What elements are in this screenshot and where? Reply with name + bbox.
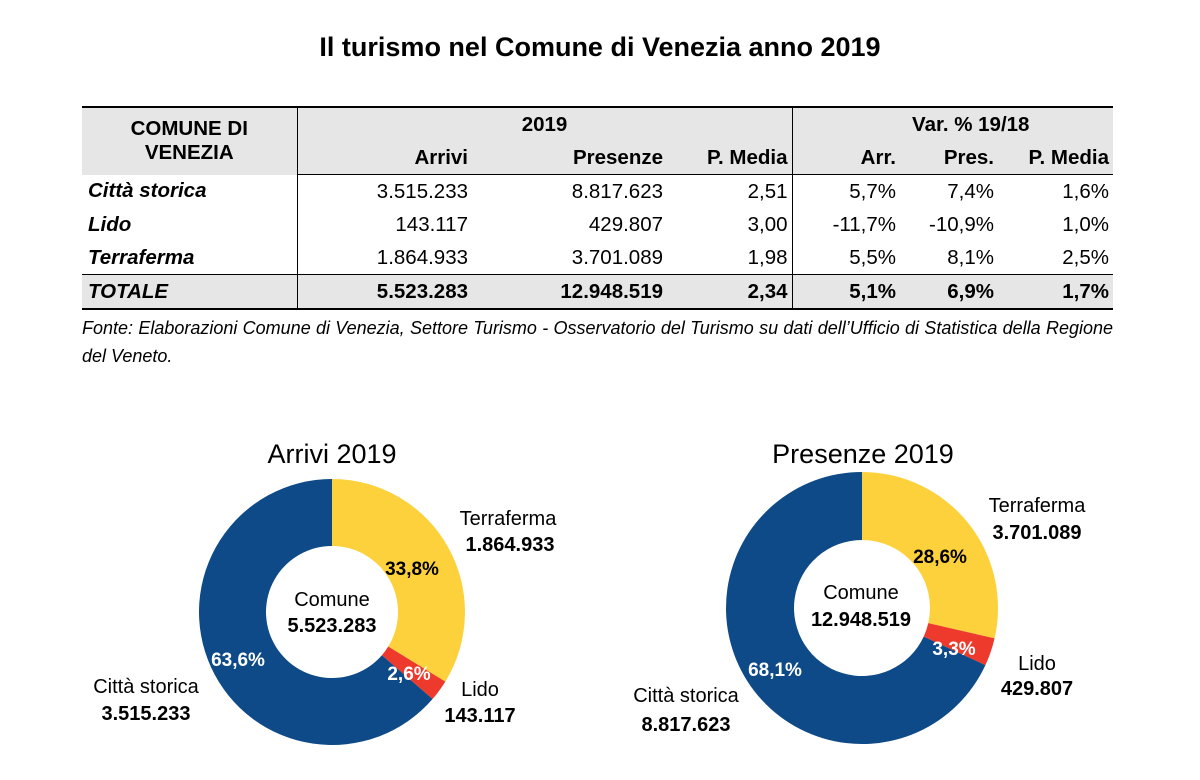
group-header-var: Var. % 19/18 <box>792 106 1113 141</box>
donut-slice-citta-storica <box>198 479 433 745</box>
slice-percent-label: 63,6% <box>211 650 265 671</box>
chart-title: Arrivi 2019 <box>267 439 396 469</box>
table-cell: 5,5% <box>849 245 896 269</box>
group-header-2019: 2019 <box>297 106 793 141</box>
table-cell: 8.817.623 <box>571 179 663 203</box>
table-cell: 7,4% <box>947 179 994 203</box>
donut-slice-terraferma <box>332 479 465 682</box>
table-row: Città storica 3.515.233 8.817.623 2,51 5… <box>82 174 1113 208</box>
table-cell: 2,51 <box>667 174 793 208</box>
total-cell: 12.948.519 <box>472 274 667 310</box>
slice-value-label: 3.515.233 <box>102 703 191 725</box>
table-cell: 3,00 <box>667 208 793 241</box>
table-cell: 1,98 <box>667 241 793 275</box>
table-cell: 3.515.233 <box>376 179 468 203</box>
donut-slices <box>198 479 465 745</box>
table-cell: 429.807 <box>588 212 663 236</box>
slice-name-label: Lido <box>461 679 499 701</box>
table-cell: 143.117 <box>395 212 468 236</box>
center-value: 12.948.519 <box>811 609 911 631</box>
row-label: Lido <box>82 208 298 241</box>
table-total-row: TOTALE 5.523.283 12.948.519 2,34 5,1% 6,… <box>82 274 1113 310</box>
chart-title: Presenze 2019 <box>772 439 954 469</box>
total-cell: 2,34 <box>667 274 793 310</box>
col-header-var-arr: Arr. <box>792 141 900 175</box>
table-cell: 8,1% <box>947 245 994 269</box>
total-cell: 6,9% <box>900 274 998 310</box>
col-header-pmedia: P. Media <box>667 141 793 175</box>
donut-presenze: Presenze 2019 Comune 12.948.519 28,6% 3,… <box>633 439 1086 744</box>
total-cell: 5,1% <box>792 274 900 310</box>
slice-name-label: Lido <box>1018 653 1056 675</box>
table-cell: 1,6% <box>1062 179 1109 203</box>
donut-slices <box>726 472 999 744</box>
row-label: Città storica <box>82 174 298 208</box>
slice-percent-label: 28,6% <box>913 547 967 568</box>
tourism-table: COMUNE DI VENEZIA 2019 Var. % 19/18 Arri… <box>82 106 1113 310</box>
center-value: 5.523.283 <box>288 615 377 637</box>
table-cell: 1.864.933 <box>376 245 468 269</box>
row-header-label: COMUNE DI VENEZIA <box>82 106 298 175</box>
total-cell: 5.523.283 <box>297 274 472 310</box>
donut-slice-terraferma <box>862 472 999 639</box>
slice-value-label: 3.701.089 <box>993 522 1082 544</box>
slice-value-label: 1.864.933 <box>466 534 555 556</box>
row-label: Terraferma <box>82 241 298 275</box>
table-cell: 3.701.089 <box>571 245 663 269</box>
slice-value-label: 429.807 <box>1001 678 1073 700</box>
slice-name-label: Città storica <box>633 685 739 707</box>
center-label: Comune <box>294 589 370 611</box>
table-cell: 1,0% <box>1062 212 1109 236</box>
slice-value-label: 8.817.623 <box>642 714 731 736</box>
center-label: Comune <box>823 582 899 604</box>
table-cell: -10,9% <box>929 212 994 236</box>
slice-percent-label: 2,6% <box>387 664 430 685</box>
table-cell: 2,5% <box>1062 245 1109 269</box>
table-cell: -11,7% <box>832 212 896 236</box>
table-cell: 5,7% <box>849 179 896 203</box>
total-label: TOTALE <box>82 274 298 310</box>
slice-name-label: Terraferma <box>460 508 558 530</box>
source-note: Fonte: Elaborazioni Comune di Venezia, S… <box>82 318 1113 366</box>
table-row: Terraferma 1.864.933 3.701.089 1,98 5,5%… <box>82 241 1113 275</box>
slice-value-label: 143.117 <box>444 705 515 727</box>
donut-slice-lido <box>923 623 995 666</box>
donut-slice-citta-storica <box>726 472 986 744</box>
col-header-var-pres: Pres. <box>900 141 998 175</box>
total-cell: 1,7% <box>998 274 1113 310</box>
donut-slice-lido <box>381 646 446 700</box>
table-row: Lido 143.117 429.807 3,00 -11,7% -10,9% … <box>82 208 1113 241</box>
slice-percent-label: 33,8% <box>385 559 439 580</box>
page-title: Il turismo nel Comune di Venezia anno 20… <box>319 32 881 62</box>
col-header-presenze: Presenze <box>472 141 667 175</box>
slice-name-label: Città storica <box>93 676 199 698</box>
slice-name-label: Terraferma <box>989 495 1087 517</box>
donut-charts: Arrivi 2019 Comune 5.523.283 33,8% 2,6% … <box>93 439 1086 745</box>
slice-percent-label: 3,3% <box>932 639 975 660</box>
donut-arrivi: Arrivi 2019 Comune 5.523.283 33,8% 2,6% … <box>93 439 557 745</box>
col-header-arrivi: Arrivi <box>297 141 472 175</box>
col-header-var-pmedia: P. Media <box>998 141 1113 175</box>
slice-percent-label: 68,1% <box>748 660 802 681</box>
